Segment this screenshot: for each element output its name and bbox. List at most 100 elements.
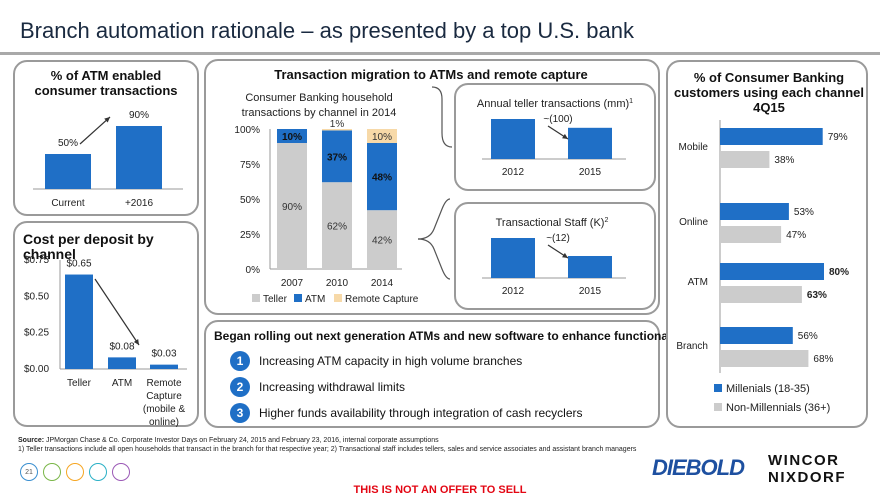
bar — [108, 357, 136, 369]
bar — [720, 263, 824, 280]
category-label: Current — [51, 198, 85, 209]
wincor-nixdorf-logo: WINCOR NIXDORF — [768, 452, 846, 486]
number-badge: 1 — [230, 351, 250, 371]
number-badge: 2 — [230, 377, 250, 397]
stack-segment — [277, 143, 307, 269]
y-tick-label: $0.25 — [24, 328, 49, 339]
stack-segment — [367, 129, 397, 143]
y-tick-label: $0.75 — [24, 255, 49, 266]
category-label: Remote — [146, 378, 181, 389]
category-label: Capture — [146, 391, 182, 402]
category-label: (mobile & — [143, 404, 186, 415]
bar — [720, 350, 809, 367]
chart-title: Consumer Banking household — [245, 92, 392, 104]
migration-panel: Transaction migration to ATMs and remote… — [204, 59, 660, 315]
chart-title: Transactional Staff (K)2 — [496, 217, 609, 229]
page-number: 21 — [20, 463, 38, 481]
y-tick-label: 25% — [240, 230, 260, 241]
atm-enabled-title: % of ATM enabled consumer transactions — [34, 68, 178, 98]
bar — [491, 119, 535, 159]
stack-segment — [322, 130, 352, 183]
category-label: Online — [679, 217, 708, 228]
data-label: 79% — [828, 132, 848, 143]
category-label: +2016 — [125, 198, 154, 209]
page-indicator: 21 — [20, 463, 130, 481]
category-label: 2014 — [371, 278, 394, 289]
category-label: online) — [149, 417, 179, 428]
y-tick-label: $0.00 — [24, 364, 49, 375]
channel-usage-chart: Mobile 79% 38% Online 53% 47% ATM 80% 63% Branch 5… — [676, 120, 849, 414]
legend-label: ATM — [305, 294, 325, 305]
decline-arrow-head — [133, 339, 139, 345]
segment-label: 10% — [372, 132, 392, 143]
channel-usage-panel: % of Consumer Banking customers using ea… — [666, 60, 868, 428]
data-label: 63% — [807, 290, 827, 301]
chart-title: Annual teller transactions (mm)1 — [477, 98, 633, 110]
cost-per-deposit-chart: $0.00 $0.25 $0.50 $0.75 $0.65 Teller $0.08 ATM $… — [24, 255, 187, 428]
bar — [720, 286, 802, 303]
bracket-connectors — [417, 86, 453, 280]
bar — [491, 238, 535, 278]
rollout-item-text: Increasing ATM capacity in high volume b… — [259, 354, 523, 368]
footnote-marker: 1 — [629, 98, 633, 105]
decline-arrow-head — [562, 252, 568, 258]
page-dot — [89, 463, 107, 481]
bar — [65, 274, 93, 369]
bracket-bottom — [417, 238, 451, 280]
footnote-marker: 2 — [604, 217, 608, 224]
data-label: 38% — [774, 155, 794, 166]
rollout-item-1: 1 Increasing ATM capacity in high volume… — [230, 350, 522, 372]
footnote-1: 1) Teller transactions include all open … — [18, 446, 637, 453]
data-label: 68% — [813, 354, 833, 365]
growth-arrow-head — [104, 117, 110, 123]
bar — [720, 128, 823, 145]
segment-label: 10% — [282, 132, 302, 143]
footnote-source-label: Source: — [18, 437, 45, 444]
rollout-item-text: Higher funds availability through integr… — [259, 406, 583, 420]
data-label: 90% — [129, 110, 149, 121]
bracket-top — [431, 86, 453, 148]
data-label: 80% — [829, 267, 849, 278]
y-tick-label: 0% — [246, 265, 261, 276]
footnote-source-text: JPMorgan Chase & Co. Corporate Investor … — [44, 437, 439, 444]
segment-label: 48% — [372, 173, 392, 184]
category-label: 2007 — [281, 278, 304, 289]
stack-segment — [367, 210, 397, 269]
growth-arrow — [79, 116, 111, 145]
segment-label: 37% — [327, 152, 347, 163]
data-label: 47% — [786, 230, 806, 241]
category-label: 2010 — [326, 278, 349, 289]
category-label: ATM — [688, 277, 708, 288]
data-label: 56% — [798, 331, 818, 342]
bar — [720, 203, 789, 220]
category-label: Branch — [676, 341, 708, 352]
y-tick-label: $0.50 — [24, 291, 49, 302]
footnote-source: Source: JPMorgan Chase & Co. Corporate I… — [18, 437, 439, 444]
page-dot — [43, 463, 61, 481]
legend-swatch — [714, 384, 722, 392]
category-label: 2012 — [502, 167, 525, 178]
segment-label: 90% — [282, 202, 302, 213]
chart-title: transactions by channel in 2014 — [242, 107, 397, 119]
data-label: 50% — [58, 138, 78, 149]
diebold-logo: DIEBOLD — [652, 455, 745, 480]
number-badge: 3 — [230, 403, 250, 423]
page-dot — [112, 463, 130, 481]
legend-swatch — [252, 294, 260, 302]
decline-arrow — [94, 278, 140, 346]
logo-line-1: WINCOR — [768, 452, 840, 469]
bar — [116, 126, 162, 189]
y-tick-label: 50% — [240, 195, 260, 206]
category-label: 2012 — [502, 286, 525, 297]
data-label: $0.03 — [151, 349, 176, 360]
page-dot — [66, 463, 84, 481]
data-label: $0.08 — [109, 341, 134, 352]
category-label: 2015 — [579, 286, 602, 297]
category-label: Teller — [67, 378, 92, 389]
annual-teller-subpanel: Annual teller transactions (mm)1 2012 2015… — [454, 83, 656, 191]
disclaimer: THIS IS NOT AN OFFER TO SELL — [353, 484, 527, 496]
y-tick-label: 75% — [240, 160, 260, 171]
bar — [720, 151, 770, 168]
annual-teller-chart: Annual teller transactions (mm)1 2012 2015… — [477, 98, 633, 178]
legend-swatch — [334, 294, 342, 302]
